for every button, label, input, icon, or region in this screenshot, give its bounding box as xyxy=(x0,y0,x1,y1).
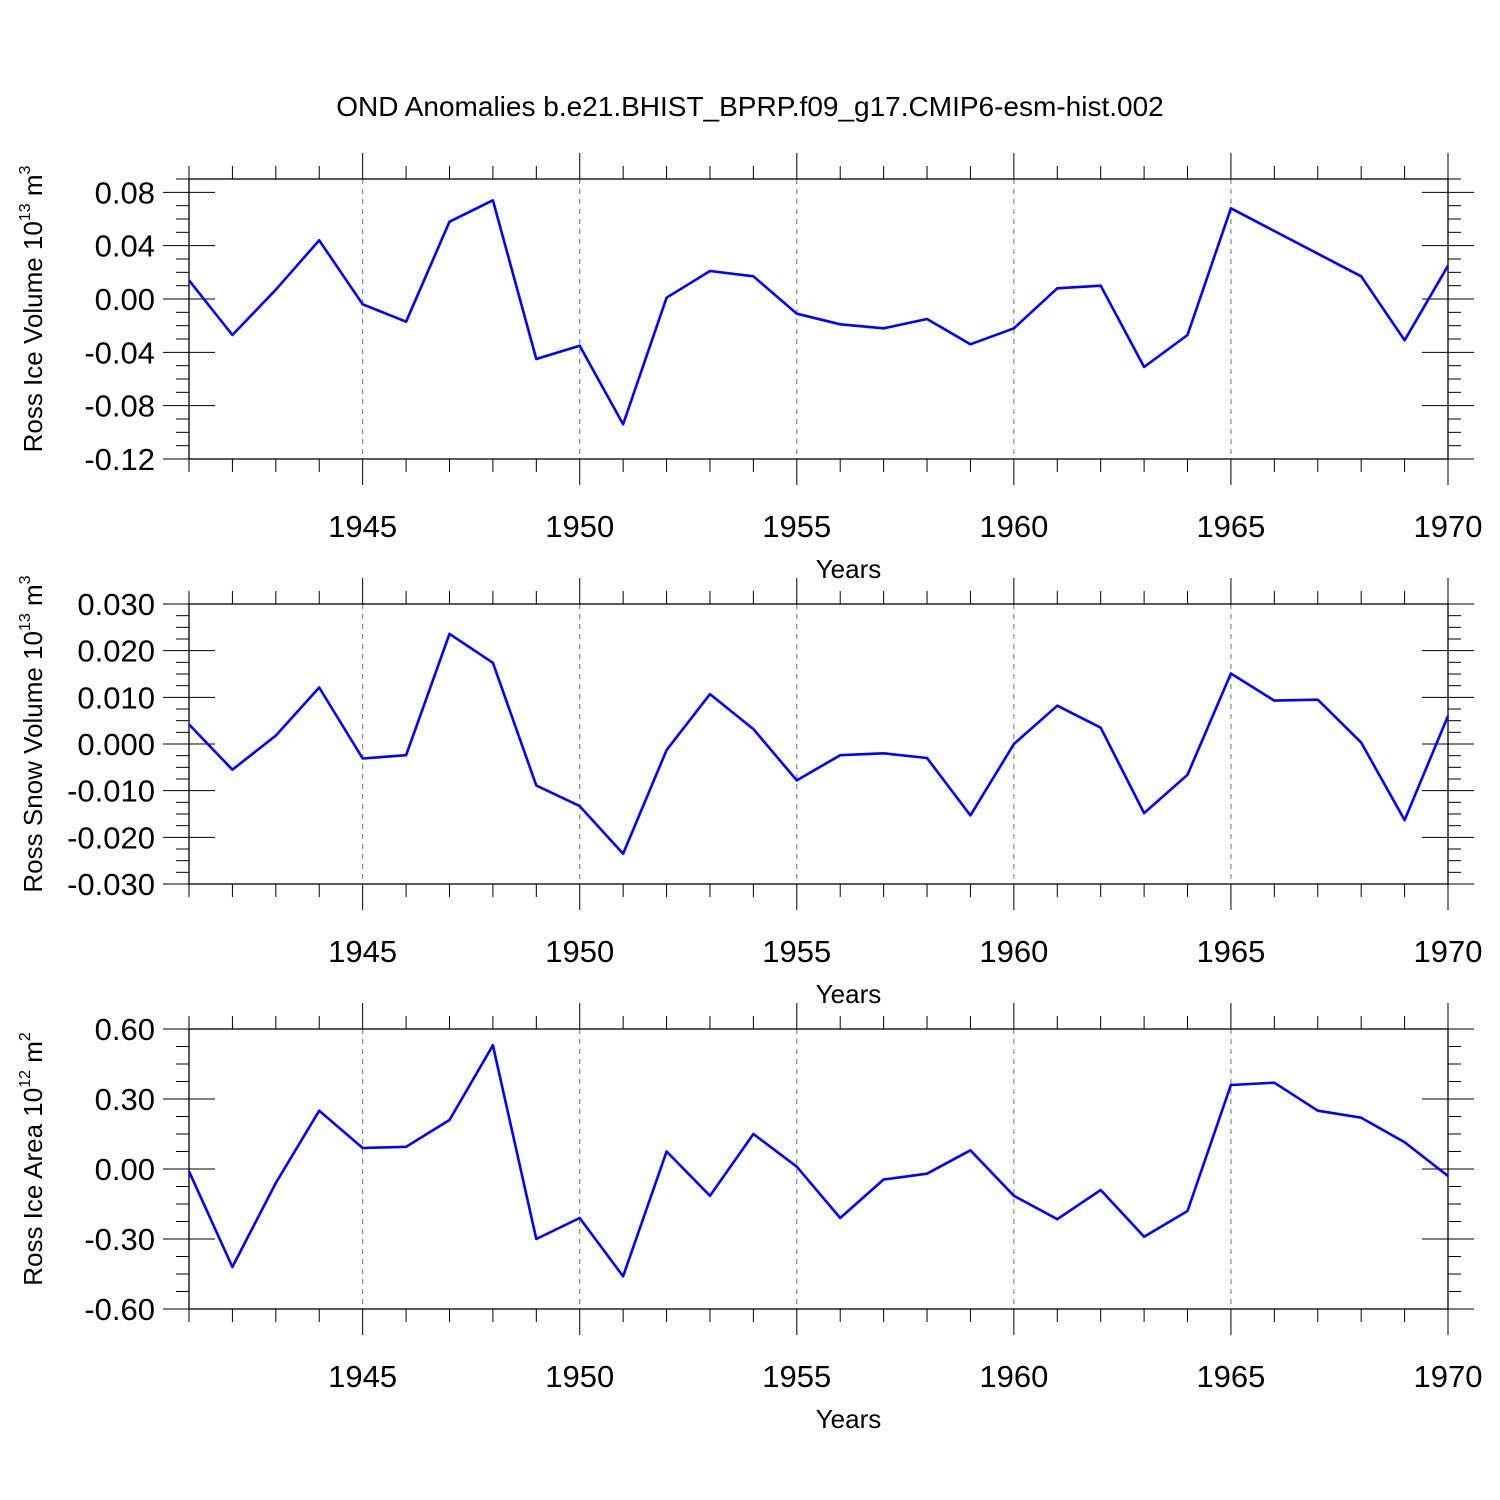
y-tick-label: 0.000 xyxy=(77,727,155,762)
plot-frame xyxy=(188,178,1449,460)
y-axis-label-unit-exponent: 2 xyxy=(17,1032,34,1041)
y-tick-label: 0.00 xyxy=(95,1152,155,1187)
x-tick-label: 1950 xyxy=(545,1359,614,1394)
panel-1: 0.08 0.04 0.00 -0.04 -0.08 -0.12 1945 1950 1955 1… xyxy=(17,153,1482,584)
y-tick-label: -0.010 xyxy=(67,774,155,809)
y-tick-label: 0.010 xyxy=(77,680,155,715)
x-tick-label: 1965 xyxy=(1196,1359,1265,1394)
y-axis-label: Ross Snow Volume 1013 m3 xyxy=(17,575,48,892)
x-tick-label: 1960 xyxy=(979,1359,1048,1394)
y-axis-label-text: Ross Snow Volume 10 xyxy=(18,631,48,893)
panel-2: 0.030 0.020 0.010 0.000 -0.010 -0.020 -0.030 19… xyxy=(17,575,1482,1009)
y-axis-label-text: Ross Ice Volume 10 xyxy=(18,221,48,452)
x-axis-label: Years xyxy=(816,554,882,584)
x-tick-label: 1955 xyxy=(762,1359,831,1394)
x-tick-label: 1970 xyxy=(1414,1359,1483,1394)
y-tick-label: 0.60 xyxy=(95,1012,155,1047)
series-line xyxy=(187,1044,1449,1278)
y-axis-label-unit: m xyxy=(18,584,48,613)
y-axis-label: Ross Ice Area 1012 m2 xyxy=(17,1032,48,1286)
y-tick-label: 0.08 xyxy=(95,175,155,210)
y-tick-label: 0.00 xyxy=(95,282,155,317)
y-axis-label-exponent: 13 xyxy=(17,613,34,631)
x-tick-label: 1950 xyxy=(545,934,614,969)
x-tick-label: 1945 xyxy=(328,934,397,969)
x-tick-label: 1960 xyxy=(979,934,1048,969)
plot-frame xyxy=(188,603,1449,885)
y-tick-label: -0.020 xyxy=(67,820,155,855)
y-axis-label-unit-exponent: 3 xyxy=(17,575,34,584)
x-tick-label: 1950 xyxy=(545,509,614,544)
y-axis-label-unit: m xyxy=(18,174,48,203)
y-axis-label-exponent: 12 xyxy=(17,1070,34,1088)
x-tick-label: 1960 xyxy=(979,509,1048,544)
y-tick-label: -0.12 xyxy=(84,442,155,477)
y-axis-label-unit-exponent: 3 xyxy=(17,165,34,174)
figure-title: OND Anomalies b.e21.BHIST_BPRP.f09_g17.C… xyxy=(336,91,1163,122)
y-axis-label-exponent: 13 xyxy=(17,203,34,221)
y-tick-label: -0.30 xyxy=(84,1222,155,1257)
y-tick-label: -0.60 xyxy=(84,1292,155,1327)
x-axis-label: Years xyxy=(816,1404,882,1434)
x-axis-label: Years xyxy=(816,979,882,1009)
y-tick-label: 0.30 xyxy=(95,1082,155,1117)
y-tick-label: 0.04 xyxy=(95,229,155,264)
y-tick-label: 0.020 xyxy=(77,634,155,669)
y-tick-label: 0.030 xyxy=(77,587,155,622)
y-axis-label: Ross Ice Volume 1013 m3 xyxy=(17,165,48,452)
x-tick-label: 1945 xyxy=(328,1359,397,1394)
x-tick-label: 1965 xyxy=(1196,934,1265,969)
x-tick-label: 1955 xyxy=(762,934,831,969)
x-tick-label: 1970 xyxy=(1414,934,1483,969)
y-axis-label-text: Ross Ice Area 10 xyxy=(18,1088,48,1286)
y-tick-label: -0.04 xyxy=(84,335,155,370)
x-tick-label: 1965 xyxy=(1196,509,1265,544)
y-tick-label: -0.08 xyxy=(84,389,155,424)
x-tick-label: 1955 xyxy=(762,509,831,544)
panel-3: 0.60 0.30 0.00 -0.30 -0.60 1945 1950 1955 1960 19… xyxy=(17,1003,1482,1434)
plot-frame xyxy=(188,1028,1449,1310)
y-tick-label: -0.030 xyxy=(67,867,155,902)
x-tick-label: 1945 xyxy=(328,509,397,544)
x-tick-label: 1970 xyxy=(1414,509,1483,544)
series-line xyxy=(188,632,1450,856)
series-line xyxy=(187,199,1450,426)
y-axis-label-unit: m xyxy=(18,1041,48,1070)
